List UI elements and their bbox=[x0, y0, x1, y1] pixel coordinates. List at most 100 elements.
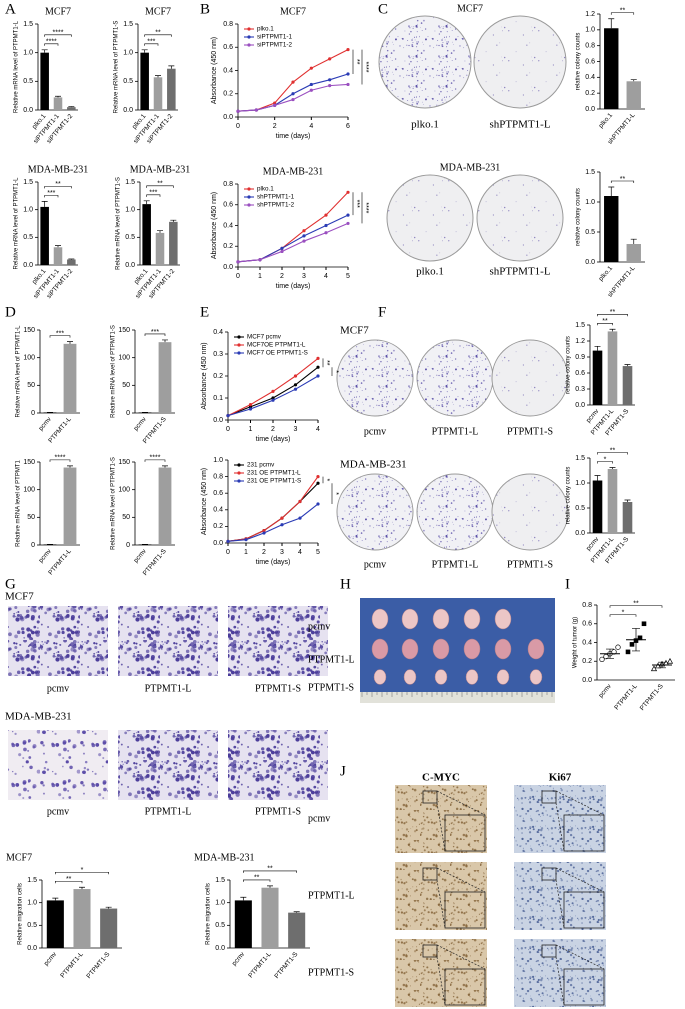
x-tick-label: PTPMT1-S bbox=[273, 950, 299, 980]
y-tick-label: 0 bbox=[126, 542, 130, 549]
plate-label: plko.1 bbox=[411, 119, 439, 131]
x-tick-label: PTPMT1-L bbox=[613, 683, 639, 712]
chart-title: MCF7 bbox=[280, 6, 306, 17]
significance-label: * bbox=[323, 479, 330, 482]
data-point bbox=[293, 383, 298, 387]
data-point bbox=[248, 407, 253, 411]
y-tick-label: 0.3 bbox=[213, 351, 223, 358]
data-point bbox=[302, 229, 306, 233]
data-point bbox=[291, 97, 295, 102]
legend-marker bbox=[237, 479, 241, 483]
x-tick-label: 3 bbox=[294, 426, 298, 433]
series-line bbox=[237, 222, 349, 263]
significance-label: ** bbox=[620, 176, 626, 183]
y-tick-label: 150 bbox=[23, 459, 35, 466]
x-tick-label: 0 bbox=[236, 273, 240, 280]
y-tick-label: 0.5 bbox=[27, 922, 37, 929]
significance-bracket bbox=[55, 871, 109, 875]
zoom-connector bbox=[555, 867, 605, 893]
data-point bbox=[271, 398, 275, 402]
error-bar bbox=[68, 106, 75, 108]
y-tick-label: 50 bbox=[122, 382, 130, 389]
data-point bbox=[603, 653, 609, 660]
error-bar bbox=[608, 18, 615, 29]
y-axis-label: Relative mRNA level of PTPMT1-S bbox=[116, 177, 122, 270]
legend-label: 231 OE PTPMT1-S bbox=[247, 478, 301, 485]
significance-label: ** bbox=[157, 181, 163, 188]
significance-label: ** bbox=[610, 309, 616, 316]
transwell-image bbox=[8, 730, 108, 800]
y-tick-label: 0.4 bbox=[223, 222, 233, 229]
legend-marker bbox=[247, 195, 251, 199]
y-tick-label: 0.0 bbox=[213, 417, 223, 424]
row-label: PTPMT1-S bbox=[308, 682, 354, 693]
tumor bbox=[463, 608, 481, 630]
zoom-source bbox=[541, 944, 557, 958]
zoom-source bbox=[422, 867, 438, 881]
legend-marker bbox=[237, 343, 241, 347]
y-tick-label: 0.4 bbox=[223, 67, 233, 74]
zoom-source bbox=[422, 790, 438, 804]
data-point bbox=[346, 221, 350, 226]
bar bbox=[153, 77, 163, 110]
tumor bbox=[494, 638, 512, 660]
x-tick-label: pcmv bbox=[38, 547, 54, 564]
plate-label: pcmv bbox=[364, 426, 386, 437]
data-point bbox=[641, 621, 647, 627]
legend-label: plko.1 bbox=[257, 186, 274, 193]
y-tick-label: 1.2 bbox=[575, 338, 585, 345]
zoom-inset bbox=[563, 968, 605, 1006]
data-point bbox=[309, 88, 313, 92]
error-bar bbox=[68, 258, 75, 260]
bar bbox=[73, 889, 91, 948]
chart-title: MDA-MB-231 bbox=[194, 852, 255, 863]
zoom-source bbox=[422, 944, 438, 958]
bar bbox=[626, 81, 641, 109]
error-bar bbox=[168, 65, 175, 69]
significance-label: ** bbox=[323, 360, 330, 366]
y-tick-label: 1.5 bbox=[23, 21, 33, 28]
y-tick-label: 0.2 bbox=[582, 658, 592, 665]
x-tick-label: pcmv bbox=[133, 547, 149, 564]
series-line bbox=[227, 482, 319, 542]
error-bar bbox=[293, 911, 300, 913]
error-bar bbox=[608, 186, 615, 196]
significance-label: **** bbox=[362, 202, 369, 213]
data-point bbox=[324, 231, 328, 235]
error-bar bbox=[630, 79, 637, 82]
chart-title: MDA-MB-231 bbox=[28, 164, 89, 175]
y-tick-label: 0.4 bbox=[213, 329, 223, 336]
y-tick-label: 1.5 bbox=[23, 179, 33, 186]
y-tick-label: 1.0 bbox=[215, 900, 225, 907]
data-point bbox=[328, 84, 332, 88]
tumor bbox=[496, 669, 510, 685]
x-tick-label: PTPMT1-S bbox=[639, 682, 665, 712]
data-point bbox=[236, 109, 240, 113]
colony-plate bbox=[416, 339, 494, 417]
y-tick-label: 0.0 bbox=[27, 945, 37, 952]
row-label: pcmv bbox=[308, 813, 330, 824]
significance-bracket bbox=[144, 34, 172, 37]
significance-label: ** bbox=[155, 30, 161, 37]
series-line bbox=[237, 49, 349, 112]
y-tick-label: 0.0 bbox=[582, 677, 592, 684]
legend-marker bbox=[247, 203, 251, 207]
significance-label: *** bbox=[47, 190, 55, 197]
plate-group-title: MDA-MB-231 bbox=[440, 162, 501, 173]
colony-plate bbox=[386, 174, 474, 262]
y-tick-label: 50 bbox=[122, 514, 130, 521]
x-tick-label: 0 bbox=[226, 549, 230, 556]
y-tick-label: 0.0 bbox=[213, 540, 223, 547]
error-bar bbox=[52, 897, 59, 901]
bar bbox=[138, 544, 152, 545]
error-bar bbox=[162, 465, 168, 468]
data-point bbox=[302, 239, 306, 243]
row-label: PTPMT1-S bbox=[308, 967, 354, 978]
tumor bbox=[403, 669, 417, 685]
x-tick-label: PTPMT1-L bbox=[59, 951, 85, 980]
bar bbox=[158, 342, 172, 413]
y-tick-label: 0.0 bbox=[585, 106, 595, 113]
plate-label: shPTPMT1-L bbox=[489, 266, 550, 278]
significance-bracket bbox=[144, 333, 166, 336]
y-tick-label: 1.5 bbox=[575, 455, 585, 462]
